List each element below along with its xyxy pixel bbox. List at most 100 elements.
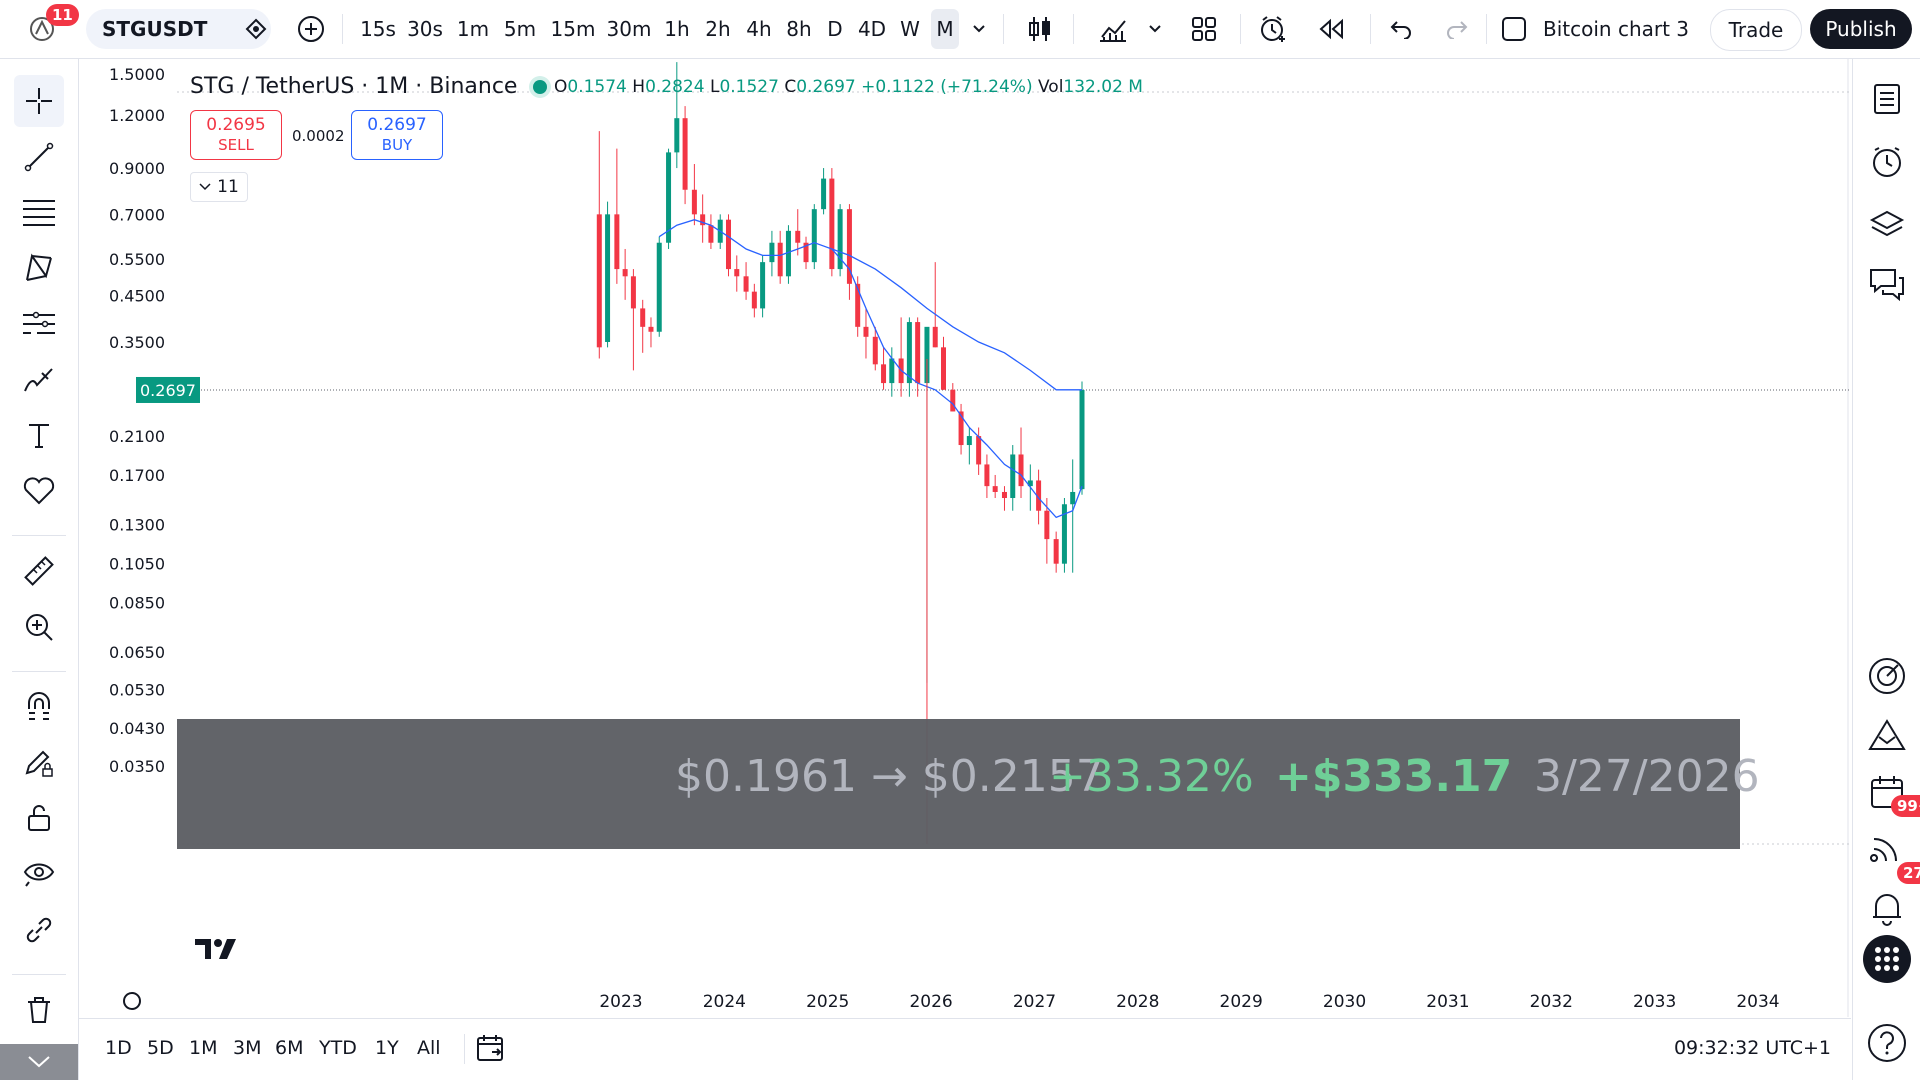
range-all[interactable]: All bbox=[417, 1037, 441, 1059]
remove-drawings-trash-icon[interactable] bbox=[0, 984, 78, 1036]
indicators-collapse-button[interactable]: 11 bbox=[190, 172, 248, 202]
indicators-icon[interactable] bbox=[1093, 9, 1133, 49]
candle-body bbox=[769, 242, 775, 263]
candle-body bbox=[682, 118, 688, 190]
measure-from-to: $0.1961 → $0.2157 bbox=[675, 751, 1104, 802]
timeframe-dropdown-chevron-icon[interactable] bbox=[966, 9, 992, 49]
alerts-clock-icon[interactable] bbox=[1853, 136, 1920, 188]
help-question-icon[interactable] bbox=[1853, 1017, 1920, 1069]
candle-body bbox=[614, 214, 620, 270]
ideas-target-icon[interactable] bbox=[1853, 650, 1920, 702]
layout-name[interactable]: Bitcoin chart 3 bbox=[1543, 17, 1690, 41]
watchlist-icon[interactable] bbox=[1853, 73, 1920, 125]
brush-tool-icon[interactable] bbox=[0, 354, 78, 406]
timeframe-w[interactable]: W bbox=[900, 17, 920, 41]
trade-button[interactable]: Trade bbox=[1710, 9, 1802, 51]
range-ytd[interactable]: YTD bbox=[319, 1037, 357, 1059]
candle-body bbox=[795, 230, 801, 243]
tradingview-logo-icon[interactable] bbox=[193, 935, 241, 967]
legend-symbol-title[interactable]: STG / TetherUS · 1M · Binance bbox=[190, 74, 518, 99]
text-tool-icon[interactable] bbox=[0, 409, 78, 461]
prediction-tool-icon[interactable] bbox=[0, 298, 78, 350]
candle-body bbox=[958, 411, 964, 446]
range-6m[interactable]: 6M bbox=[275, 1037, 304, 1059]
trend-line-tool-icon[interactable] bbox=[0, 131, 78, 183]
price-tick-label: 1.2000 bbox=[109, 106, 165, 125]
timeframe-1m[interactable]: 1m bbox=[456, 17, 490, 41]
timeframe-8h[interactable]: 8h bbox=[786, 17, 812, 41]
price-chart-svg[interactable]: 1.5000 1.2000 0.9000 0.7000 0.5500 0.4500 0.35… bbox=[79, 59, 1851, 1017]
clock-timezone[interactable]: 09:32:32 UTC+1 bbox=[1673, 1037, 1831, 1059]
candle-body bbox=[1018, 454, 1024, 487]
notifications-bell-icon[interactable] bbox=[1853, 882, 1920, 934]
low-value: 0.1527 bbox=[719, 77, 779, 97]
patterns-tool-icon[interactable] bbox=[0, 242, 78, 294]
pine-mountain-icon[interactable] bbox=[1853, 709, 1920, 761]
object-tree-layers-icon[interactable] bbox=[1853, 199, 1920, 251]
timeframe-4h[interactable]: 4h bbox=[746, 17, 772, 41]
lock-drawing-pencil-icon[interactable] bbox=[0, 737, 78, 789]
volume-label: Vol bbox=[1037, 77, 1064, 97]
timeframe-4d[interactable]: 4D bbox=[857, 17, 887, 41]
candles-chart-type-icon[interactable] bbox=[1022, 9, 1058, 49]
icons-heart-tool-icon[interactable] bbox=[0, 465, 78, 517]
undo-icon[interactable] bbox=[1384, 9, 1418, 49]
chart-pane[interactable]: 1.5000 1.2000 0.9000 0.7000 0.5500 0.4500 0.35… bbox=[79, 59, 1851, 1017]
news-feed-icon[interactable] bbox=[1853, 822, 1920, 874]
symbol-search-button[interactable]: STGUSDT bbox=[86, 9, 271, 49]
layout-checkbox-icon[interactable] bbox=[1498, 9, 1530, 49]
time-tick-label: 2024 bbox=[703, 992, 746, 1012]
timeframe-d[interactable]: D bbox=[827, 17, 843, 41]
timeframe-30m[interactable]: 30m bbox=[606, 17, 652, 41]
timeframe-2h[interactable]: 2h bbox=[705, 17, 731, 41]
range-3m[interactable]: 3M bbox=[233, 1037, 262, 1059]
candle-body bbox=[811, 209, 817, 263]
candle-body bbox=[940, 347, 946, 390]
indicators-dropdown-chevron-icon[interactable] bbox=[1143, 9, 1167, 49]
layouts-grid-icon[interactable] bbox=[1184, 9, 1224, 49]
candle-body bbox=[992, 486, 998, 492]
range-1m[interactable]: 1M bbox=[189, 1037, 218, 1059]
sell-button[interactable]: 0.2695 SELL bbox=[190, 110, 282, 160]
timeframe-15m[interactable]: 15m bbox=[550, 17, 596, 41]
go-to-date-calendar-icon[interactable] bbox=[475, 1033, 505, 1067]
chats-icon[interactable] bbox=[1853, 259, 1920, 311]
compare-add-icon[interactable] bbox=[294, 9, 328, 49]
buy-button[interactable]: 0.2697 BUY bbox=[351, 110, 443, 160]
hide-drawings-eye-icon[interactable] bbox=[0, 848, 78, 900]
last-price-label: 0.2697 bbox=[140, 381, 196, 400]
range-5d[interactable]: 5D bbox=[147, 1037, 174, 1059]
redo-icon[interactable] bbox=[1440, 9, 1474, 49]
range-1y[interactable]: 1Y bbox=[375, 1037, 399, 1059]
candle-body bbox=[924, 326, 930, 384]
crosshair-tool-icon[interactable] bbox=[14, 75, 64, 127]
candle-body bbox=[863, 326, 869, 337]
range-1d[interactable]: 1D bbox=[105, 1037, 132, 1059]
symbol-alert-icon[interactable] bbox=[240, 9, 272, 49]
replay-rewind-icon[interactable] bbox=[1311, 9, 1351, 49]
timeframe-30s[interactable]: 30s bbox=[407, 17, 443, 41]
price-tick-label: 0.9000 bbox=[109, 159, 165, 178]
publish-button[interactable]: Publish bbox=[1810, 9, 1912, 49]
candle-body bbox=[950, 389, 956, 412]
magnet-mode-icon[interactable] bbox=[0, 681, 78, 733]
calendar-icon[interactable] bbox=[1853, 766, 1920, 818]
moving-average-long-line bbox=[831, 248, 1082, 391]
lock-all-drawings-icon[interactable] bbox=[0, 792, 78, 844]
chart-settings-gear-icon[interactable] bbox=[123, 992, 141, 1010]
fib-retracement-tool-icon[interactable] bbox=[0, 186, 78, 238]
link-sync-icon[interactable] bbox=[0, 904, 78, 956]
logo-menu-button[interactable] bbox=[22, 9, 62, 49]
alert-clock-icon[interactable] bbox=[1253, 9, 1293, 49]
collapse-toolbar-chevron-icon[interactable] bbox=[0, 1044, 78, 1080]
products-apps-icon[interactable] bbox=[1853, 933, 1920, 985]
timeframe-5m[interactable]: 5m bbox=[503, 17, 537, 41]
zoom-in-tool-icon[interactable] bbox=[0, 601, 78, 653]
timeframe-1h[interactable]: 1h bbox=[664, 17, 690, 41]
timeframe-15s[interactable]: 15s bbox=[360, 17, 396, 41]
drawing-toolbar bbox=[0, 59, 79, 1080]
candle-body bbox=[596, 214, 602, 348]
timeframe-m[interactable]: M bbox=[931, 9, 959, 49]
candle-body bbox=[785, 230, 791, 277]
ruler-measure-tool-icon[interactable] bbox=[0, 545, 78, 597]
